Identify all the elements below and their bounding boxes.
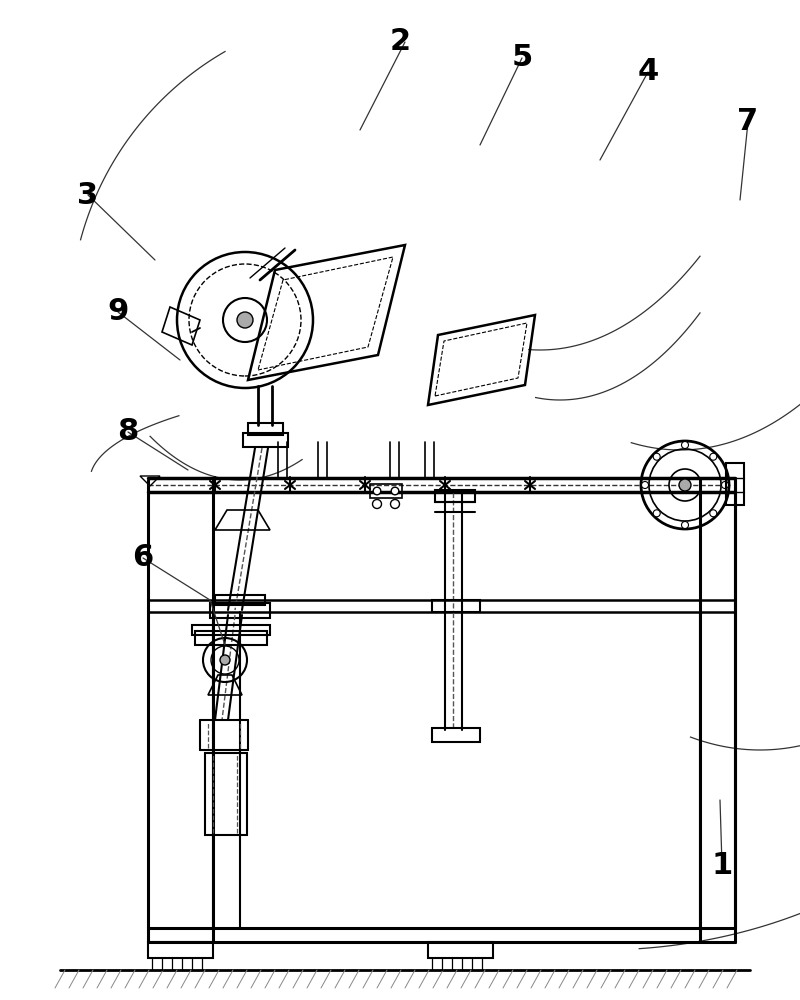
- Bar: [210, 603, 270, 618]
- Circle shape: [237, 312, 253, 328]
- Circle shape: [220, 655, 230, 665]
- Text: 7: 7: [738, 107, 758, 136]
- Circle shape: [722, 482, 729, 488]
- Text: 3: 3: [78, 180, 98, 210]
- Bar: [205, 753, 247, 835]
- Circle shape: [710, 510, 717, 517]
- Bar: [248, 423, 283, 435]
- Text: 8: 8: [118, 418, 138, 446]
- Circle shape: [682, 522, 689, 528]
- Text: 2: 2: [390, 27, 410, 56]
- Text: 6: 6: [132, 544, 154, 572]
- Bar: [243, 433, 288, 447]
- Circle shape: [679, 479, 691, 491]
- Bar: [192, 625, 270, 635]
- Text: 5: 5: [511, 43, 533, 73]
- Text: 4: 4: [638, 57, 658, 87]
- Bar: [726, 463, 744, 505]
- Circle shape: [391, 487, 398, 495]
- Circle shape: [710, 453, 717, 460]
- Bar: [148, 942, 213, 958]
- Bar: [428, 942, 493, 958]
- Bar: [215, 595, 265, 605]
- Bar: [195, 631, 267, 645]
- Circle shape: [373, 487, 381, 495]
- Circle shape: [654, 453, 660, 460]
- Bar: [432, 728, 480, 742]
- Circle shape: [682, 442, 689, 448]
- Text: 1: 1: [711, 850, 733, 880]
- Text: 9: 9: [107, 298, 129, 326]
- Circle shape: [654, 510, 660, 517]
- Bar: [435, 490, 475, 502]
- Circle shape: [642, 482, 649, 488]
- Bar: [432, 600, 480, 612]
- Bar: [370, 484, 402, 498]
